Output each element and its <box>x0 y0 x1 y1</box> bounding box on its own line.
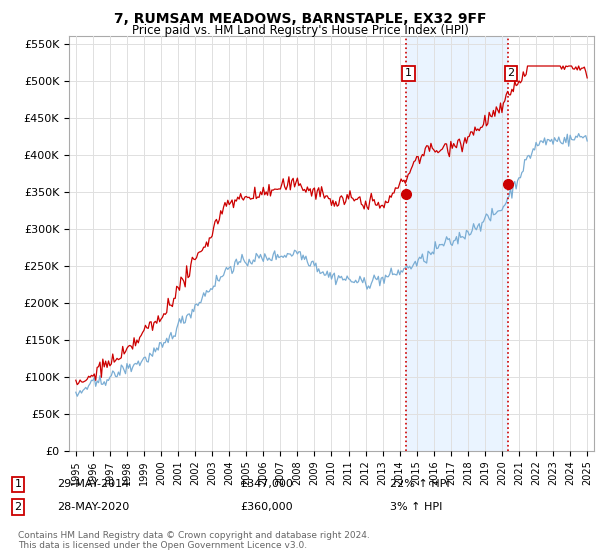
Text: 2: 2 <box>508 68 515 78</box>
Text: 28-MAY-2020: 28-MAY-2020 <box>57 502 129 512</box>
Text: 2: 2 <box>14 502 22 512</box>
Text: 7, RUMSAM MEADOWS, BARNSTAPLE, EX32 9FF: 7, RUMSAM MEADOWS, BARNSTAPLE, EX32 9FF <box>114 12 486 26</box>
Text: £347,000: £347,000 <box>240 479 293 489</box>
Bar <box>406 36 508 451</box>
Text: 3% ↑ HPI: 3% ↑ HPI <box>390 502 442 512</box>
Text: 1: 1 <box>405 68 412 78</box>
Text: Contains HM Land Registry data © Crown copyright and database right 2024.
This d: Contains HM Land Registry data © Crown c… <box>18 531 370 550</box>
Text: 22% ↑ HPI: 22% ↑ HPI <box>390 479 449 489</box>
Text: 1: 1 <box>14 479 22 489</box>
Text: Price paid vs. HM Land Registry's House Price Index (HPI): Price paid vs. HM Land Registry's House … <box>131 24 469 36</box>
Text: £360,000: £360,000 <box>240 502 293 512</box>
Text: 29-MAY-2014: 29-MAY-2014 <box>57 479 129 489</box>
